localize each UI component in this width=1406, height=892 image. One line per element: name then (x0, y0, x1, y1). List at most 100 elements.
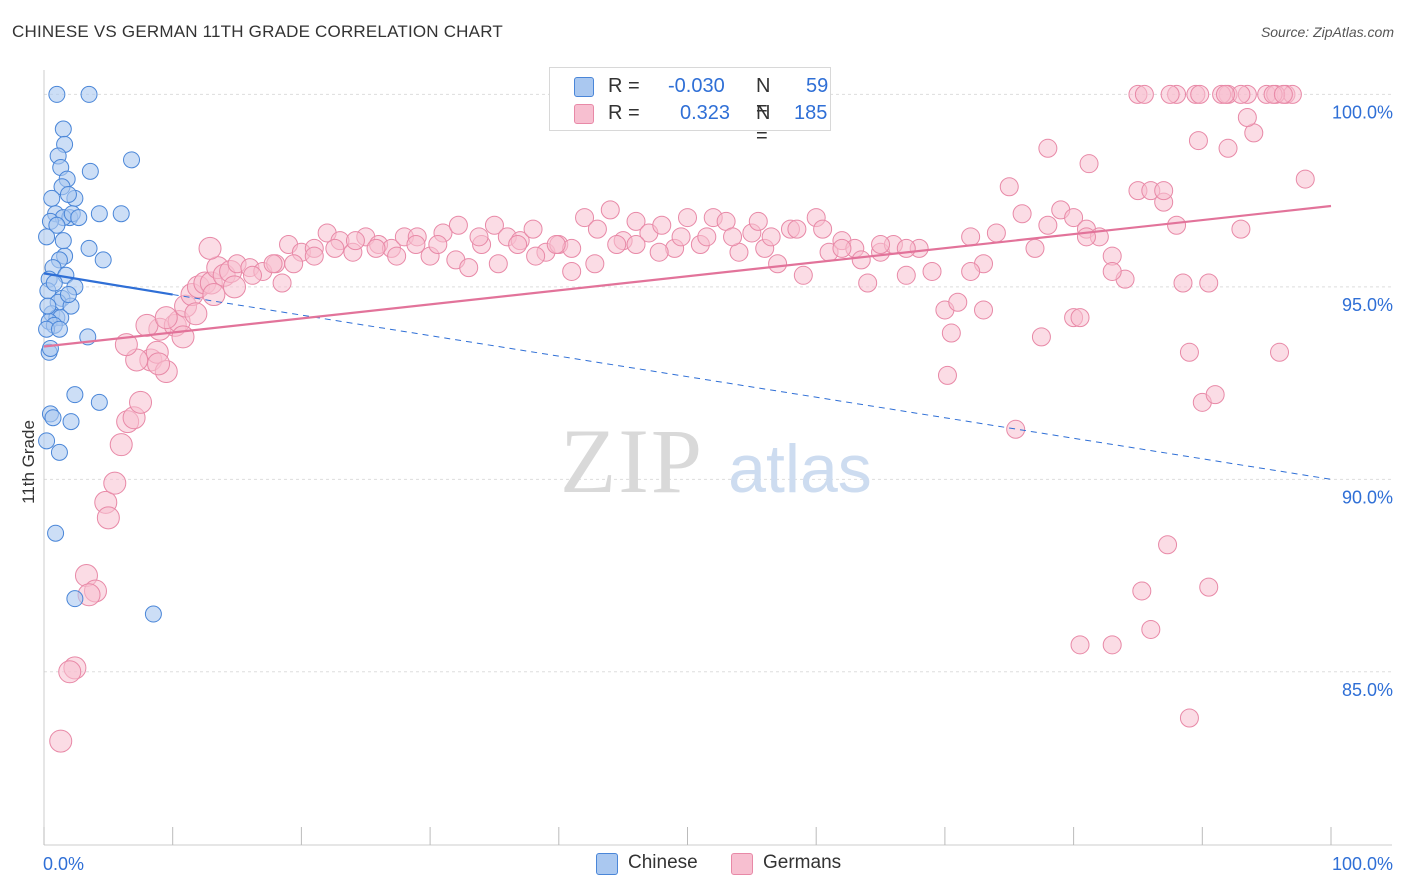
data-point-germans (1205, 385, 1225, 405)
data-point-germans (652, 215, 672, 235)
data-point-germans (922, 261, 942, 281)
chart-title: CHINESE VS GERMAN 11TH GRADE CORRELATION… (12, 22, 503, 41)
data-point-germans (147, 352, 171, 376)
data-point-germans (1158, 535, 1178, 555)
data-point-germans (851, 250, 871, 270)
data-point-germans (459, 258, 479, 278)
bottom-legend-label-germans: Germans (763, 852, 842, 873)
data-point-germans (49, 729, 73, 753)
data-point-germans (813, 219, 833, 239)
watermark: ZIP atlas (560, 410, 872, 512)
data-point-chinese (38, 432, 56, 450)
data-point-germans (1199, 273, 1219, 293)
data-point-germans (304, 246, 324, 266)
data-point-germans (697, 227, 717, 247)
y-tick-label: 85.0% (1342, 680, 1393, 700)
data-point-germans (406, 235, 426, 255)
data-point-germans (325, 238, 345, 258)
y-tick-label: 95.0% (1342, 295, 1393, 315)
data-point-germans (58, 660, 82, 684)
data-point-germans (242, 265, 262, 285)
data-point-germans (1132, 581, 1152, 601)
data-point-germans (284, 254, 304, 274)
data-point-germans (508, 235, 528, 255)
data-point-germans (986, 223, 1006, 243)
data-point-germans (1079, 154, 1099, 174)
data-point-chinese (48, 85, 66, 103)
data-point-germans (937, 365, 957, 385)
grid-lines (44, 93, 1392, 673)
data-point-chinese (123, 151, 141, 169)
data-point-germans (832, 238, 852, 258)
data-point-germans (1270, 342, 1290, 362)
data-point-germans (1160, 84, 1180, 104)
data-point-chinese (48, 216, 66, 234)
data-point-germans (171, 325, 195, 349)
data-point-chinese (70, 209, 88, 227)
data-point-germans (523, 219, 543, 239)
data-point-germans (198, 236, 222, 260)
data-point-germans (263, 254, 283, 274)
data-point-germans (1102, 635, 1122, 655)
data-point-germans (587, 219, 607, 239)
data-point-germans (961, 227, 981, 247)
data-point-chinese (144, 605, 162, 623)
data-point-chinese (66, 386, 84, 404)
data-point-germans (1190, 84, 1210, 104)
data-point-germans (154, 306, 178, 330)
bottom-legend-swatch-chinese (596, 853, 618, 875)
data-point-germans (1188, 131, 1208, 151)
series-germans (49, 84, 1315, 753)
data-point-germans (999, 177, 1019, 197)
data-point-germans (626, 211, 646, 231)
legend-r-value: -0.030 (668, 75, 725, 97)
data-point-chinese (62, 413, 80, 431)
data-point-germans (871, 235, 891, 255)
data-point-germans (1070, 308, 1090, 328)
data-point-germans (1179, 708, 1199, 728)
axes (43, 70, 1392, 846)
data-point-chinese (90, 205, 108, 223)
data-point-chinese (54, 232, 72, 250)
data-point-germans (1064, 208, 1084, 228)
data-point-germans (428, 235, 448, 255)
trend-line-chinese-extrapolated (172, 294, 1332, 480)
data-point-chinese (50, 320, 68, 338)
data-point-germans (484, 215, 504, 235)
data-point-chinese (41, 339, 59, 357)
data-point-germans (941, 323, 961, 343)
y-tick-label: 90.0% (1342, 487, 1393, 507)
source-credit: Source: ZipAtlas.com (1260, 24, 1394, 40)
data-point-germans (1167, 215, 1187, 235)
data-point-chinese (66, 590, 84, 608)
bottom-legend-label-chinese: Chinese (628, 852, 698, 873)
data-point-germans (607, 235, 627, 255)
data-point-germans (896, 265, 916, 285)
x-tick-label: 100.0% (1332, 854, 1393, 874)
data-point-chinese (45, 274, 63, 292)
correlation-legend: R = -0.030 N = 59 R = 0.323 N = 185 (549, 67, 831, 147)
data-point-chinese (59, 286, 77, 304)
data-point-chinese (59, 185, 77, 203)
data-point-chinese (44, 409, 62, 427)
x-tick-label: 0.0% (43, 854, 84, 874)
data-point-germans (1012, 204, 1032, 224)
data-point-germans (793, 265, 813, 285)
data-point-germans (129, 390, 153, 414)
y-tick-label: 100.0% (1332, 102, 1393, 122)
data-point-germans (109, 433, 133, 457)
data-point-chinese (80, 239, 98, 257)
data-point-chinese (81, 162, 99, 180)
legend-n-label: N = (756, 75, 771, 120)
data-point-germans (1141, 619, 1161, 639)
data-point-germans (761, 227, 781, 247)
data-point-germans (96, 506, 120, 530)
data-point-germans (1102, 261, 1122, 281)
data-point-germans (787, 219, 807, 239)
data-point-chinese (43, 189, 61, 207)
data-point-chinese (80, 85, 98, 103)
data-point-chinese (47, 524, 65, 542)
data-point-germans (585, 254, 605, 274)
data-point-germans (222, 275, 246, 299)
